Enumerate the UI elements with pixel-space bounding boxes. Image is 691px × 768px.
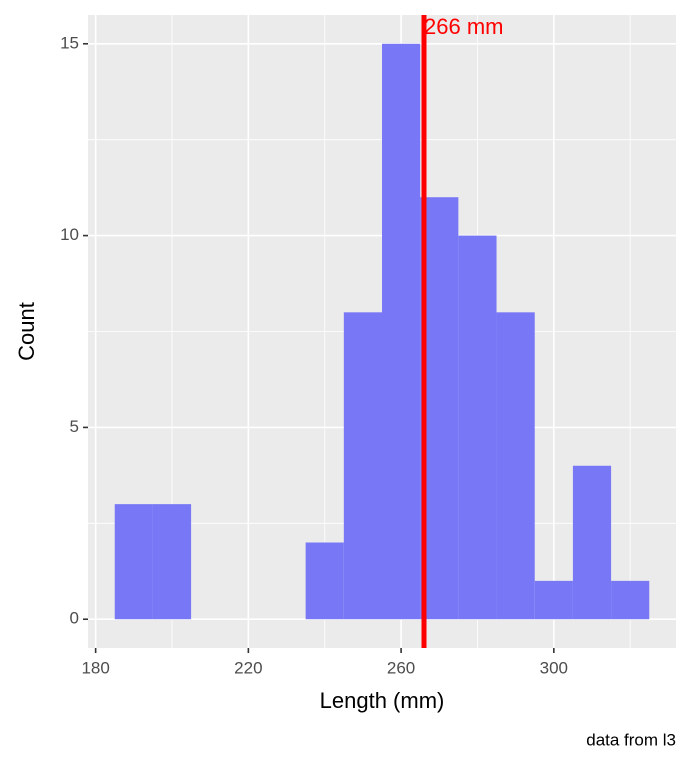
- bar: [496, 312, 535, 620]
- x-tick-label: 260: [387, 658, 415, 677]
- x-tick-label: 300: [540, 658, 568, 677]
- x-tick-label: 180: [81, 658, 109, 677]
- bar: [114, 504, 153, 620]
- x-axis-title: Length (mm): [320, 688, 445, 713]
- reference-label: 266 mm: [424, 14, 503, 39]
- bar: [420, 197, 459, 620]
- y-tick-label: 0: [70, 609, 79, 628]
- y-tick-label: 5: [70, 417, 79, 436]
- bar: [458, 235, 497, 620]
- caption: data from l3: [586, 730, 676, 749]
- bar: [382, 43, 421, 620]
- y-axis-title: Count: [14, 302, 39, 361]
- x-tick-label: 220: [234, 658, 262, 677]
- bar: [305, 542, 344, 620]
- bar: [152, 504, 192, 620]
- bar: [572, 465, 612, 620]
- y-tick-label: 15: [60, 33, 79, 52]
- bar: [343, 312, 382, 620]
- bar: [611, 580, 650, 620]
- bar: [534, 580, 573, 620]
- y-tick-label: 10: [60, 225, 79, 244]
